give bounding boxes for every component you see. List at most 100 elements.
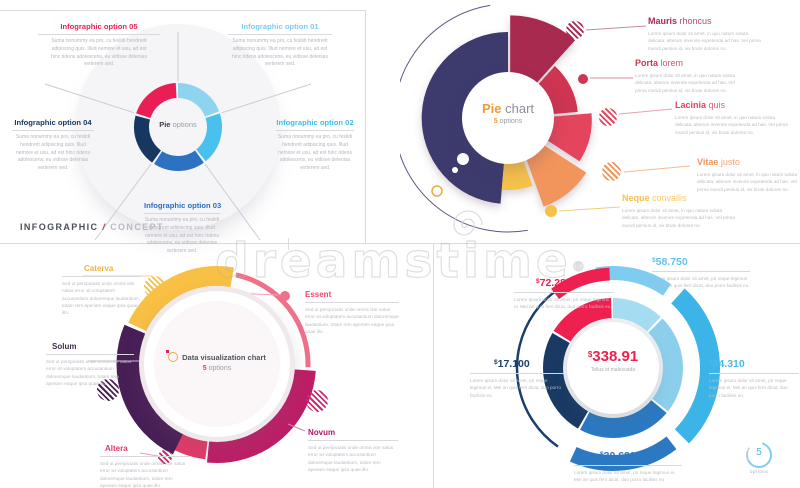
pie1-center-sub: options — [172, 120, 197, 129]
tr-label-mauris-title: Mauris rhoncus — [648, 16, 712, 26]
mauris-dot-icon — [566, 21, 584, 39]
bl-label-novum-body: Sed ut perspiciatis unde omnis iste natu… — [308, 445, 394, 472]
tl-option-01-title: Infographic option 01 — [228, 22, 332, 35]
horizontal-divider — [0, 243, 800, 244]
tl-option-02: Infographic option 02 Suma nonummy ea pr… — [276, 118, 354, 173]
pie2-center-label: Pie chart 5 options — [458, 101, 558, 125]
tl-option-03-title: Infographic option 03 — [144, 201, 221, 214]
chart-icon — [166, 350, 179, 362]
br-value-84310-amount: $84.310 — [709, 358, 799, 374]
tl-option-03-body: Suma nonummy ea pro, cu feslidi hendreri… — [144, 217, 220, 254]
tl-option-05-title: Infographic option 05 — [38, 22, 160, 35]
novum-dot-icon — [306, 390, 328, 412]
corner-tick — [288, 238, 289, 250]
pie1-center-title: Pie — [159, 120, 171, 129]
tr-label-neque-body: Lorem ipsum dolor sit amet, in quo natum… — [622, 208, 735, 228]
br-value-17100: $17.100 Lorem ipsum dolor sit amet, pri … — [470, 358, 564, 399]
bl-label-essent-body: Sed ut perspiciatis unde omnis iste natu… — [305, 307, 399, 334]
tl-option-05-body: Suma nonummy ea pro, cu feslidi hendreri… — [51, 38, 147, 68]
bl-label-novum: Novum Sed ut perspiciatis unde omnis ist… — [308, 428, 398, 473]
options-badge-word: options — [749, 469, 769, 474]
br-value-17100-amount: $17.100 — [470, 358, 564, 374]
br-value-84310: $84.310 Lorem ipsum dolor sit amet, pri … — [709, 358, 799, 399]
tr-label-lacinia-body: Lorem ipsum dolor sit amet, in quo natum… — [675, 115, 788, 135]
caterva-dot-icon — [144, 276, 166, 298]
donut4-center-label: $338.91 Tellus et malesuada — [563, 348, 663, 373]
bl-label-caterva-title: Caterva — [62, 264, 140, 277]
tr-label-lacinia: Lacinia quis Lorem ipsum dolor sit amet,… — [675, 100, 789, 136]
card-top-border — [0, 10, 365, 11]
ring3-subtitle: 5 options — [202, 365, 232, 372]
bl-label-solum: Solum Sed ut perspiciatis unde omnis ist… — [46, 342, 134, 387]
tr-label-porta-title: Porta lorem — [635, 58, 684, 68]
tl-option-03: Infographic option 03 Suma nonummy ea pr… — [144, 201, 221, 256]
pie2-center-circle — [462, 72, 554, 164]
tr-label-porta-body: Lorem ipsum dolor sit amet, in quo natum… — [635, 73, 736, 93]
pie2-subtitle: 5 options — [493, 118, 523, 125]
br-value-17100-body: Lorem ipsum dolor sit amet, pri reque le… — [470, 378, 561, 398]
donut4-center-circle — [567, 322, 659, 414]
tl-option-01-body: Suma nonummy ea pro, cu feslidi hendreri… — [232, 38, 328, 68]
card-right-border — [365, 10, 366, 244]
spiral-watermark-icon — [453, 210, 483, 236]
tl-option-01: Infographic option 01 Suma nonummy ea pr… — [228, 22, 332, 69]
bl-label-caterva-body: Sed ut perspiciatis unde omnis iste natu… — [62, 281, 140, 316]
brand-line: INFOGRAPHIC / CONCEPT — [20, 222, 164, 232]
essent-dot-icon — [280, 291, 290, 301]
bl-label-essent: Essent Sed ut perspiciatis unde omnis is… — [305, 290, 399, 335]
altera-dot-icon — [158, 450, 172, 464]
tl-option-02-title: Infographic option 02 — [276, 118, 354, 131]
options-badge-number: 5 — [756, 447, 762, 458]
bl-label-solum-body: Sed ut perspiciatis unde omnis iste natu… — [46, 359, 132, 386]
donut4-svg — [506, 261, 772, 475]
donut4-center-caption: Tellus et malesuada — [590, 367, 636, 373]
br-value-72280-amount: $72.280 — [514, 277, 614, 293]
tr-label-porta: Porta lorem Lorem ipsum dolor sit amet, … — [635, 58, 747, 94]
ring3-inner-tint — [154, 301, 280, 427]
tr-label-vitae-body: Lorem ipsum dolor sit amet, in quo natum… — [697, 172, 798, 192]
brand-name: INFOGRAPHIC — [20, 222, 99, 232]
bl-label-altera: Altera Sed ut perspiciatis unde omnis is… — [100, 444, 190, 488]
vertical-divider — [433, 244, 434, 488]
bl-label-solum-title: Solum — [46, 342, 134, 355]
tr-label-mauris-body: Lorem ipsum dolor sit amet, in quo natum… — [648, 31, 761, 51]
bl-label-novum-title: Novum — [308, 428, 398, 441]
brand-slash: / — [102, 222, 107, 232]
neque-dot-icon — [545, 205, 557, 217]
br-value-30620: $30.620 Lorem ipsum dolor sit amet, pri … — [574, 450, 682, 484]
donut4-center-value: $338.91 — [587, 348, 639, 365]
bl-label-caterva: Caterva Sed ut perspiciatis unde omnis i… — [62, 264, 140, 316]
vitae-dot-icon — [602, 162, 621, 181]
pie1-svg — [44, 32, 312, 241]
bl-label-altera-body: Sed ut perspiciatis unde omnis iste natu… — [100, 461, 186, 488]
pie1-center-label: Pie options — [138, 120, 218, 129]
br-value-58750: $58.750 Lorem ipsum dolor sit amet, pri … — [652, 256, 750, 290]
tl-option-04-body: Suma nonummy ea pro, cu feslidi hendreri… — [15, 134, 91, 171]
br-value-30620-body: Lorem ipsum dolor sit amet, pri reque le… — [574, 470, 676, 483]
bl-label-essent-title: Essent — [305, 290, 399, 303]
tl-option-02-body: Suma nonummy ea pro, cu feslidi hendreri… — [277, 134, 353, 171]
brand-concept: CONCEPT — [110, 222, 164, 232]
porta-dot-icon — [578, 74, 588, 84]
br-value-58750-body: Lorem ipsum dolor sit amet, pri reque le… — [652, 276, 750, 289]
tl-option-04-title: Infographic option 04 — [12, 118, 94, 131]
br-value-58750-amount: $58.750 — [652, 256, 750, 272]
bl-label-altera-title: Altera — [100, 444, 190, 457]
solum-dot-icon — [97, 379, 119, 401]
ring3-title: Data visualization chart — [182, 353, 266, 362]
ring3-center-label: Data visualization chart 5 options — [150, 350, 284, 372]
tr-label-vitae-title: Vitae justo — [697, 157, 740, 167]
br-value-72280: $72.280 Lorem ipsum dolor sit amet, pri … — [514, 277, 614, 311]
br-value-84310-body: Lorem ipsum dolor sit amet, pri reque le… — [709, 378, 788, 398]
tr-label-neque: Neque convallis Lorem ipsum dolor sit am… — [622, 193, 740, 229]
tl-option-05: Infographic option 05 Suma nonummy ea pr… — [38, 22, 160, 69]
tr-label-mauris: Mauris rhoncus Lorem ipsum dolor sit ame… — [648, 16, 766, 52]
tr-label-lacinia-title: Lacinia quis — [675, 100, 726, 110]
lacinia-dot-icon — [599, 108, 617, 126]
br-value-30620-amount: $30.620 — [574, 450, 682, 466]
pie2-title: Pie chart — [481, 101, 535, 116]
tr-label-neque-title: Neque convallis — [622, 193, 687, 203]
tr-label-vitae: Vitae justo Lorem ipsum dolor sit amet, … — [697, 157, 799, 193]
ring3-title-row: Data visualization chart — [150, 350, 284, 362]
